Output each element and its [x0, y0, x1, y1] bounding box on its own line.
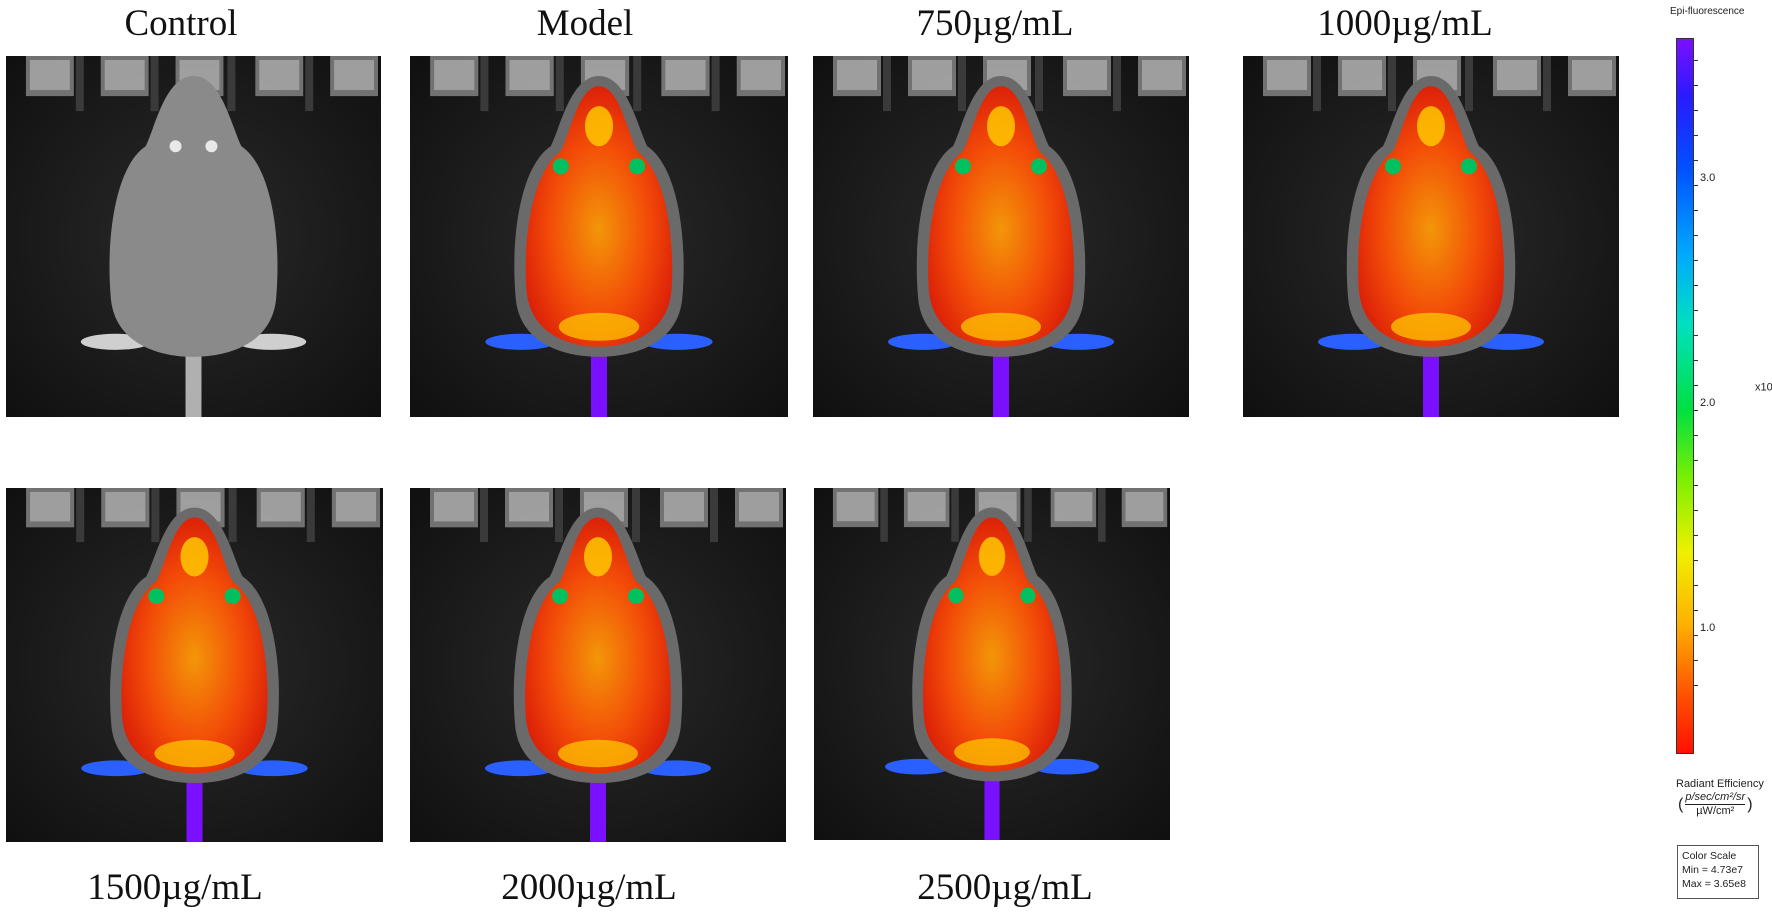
- colorbar-tick: [1693, 60, 1698, 61]
- colorbar-tick-label: 3.0: [1700, 172, 1716, 184]
- colorbar-tick: [1693, 685, 1698, 686]
- units-title: Radiant Efficiency: [1676, 778, 1764, 790]
- colorbar-tick: [1693, 535, 1698, 536]
- colorbar-tick: [1693, 335, 1698, 336]
- colorbar-tick: [1693, 210, 1698, 211]
- colorbar-tick: [1693, 560, 1698, 561]
- colorbar-tick: [1693, 435, 1698, 436]
- color-scale-min: Min = 4.73e7: [1682, 864, 1744, 876]
- panel-label-model: Model: [536, 3, 634, 44]
- mouse-image-control: [6, 56, 381, 417]
- mouse-image-750: [813, 56, 1189, 417]
- mouse-image-2500: [814, 488, 1170, 840]
- panel-label-1500: 1500µg/mL: [87, 867, 263, 908]
- panel-label-1000: 1000µg/mL: [1317, 3, 1493, 44]
- colorbar-tick: [1693, 610, 1698, 611]
- colorbar-tick: [1693, 110, 1698, 111]
- colorbar-tick: [1693, 460, 1698, 461]
- colorbar-tick: [1693, 585, 1698, 586]
- colorbar-tick: [1693, 360, 1698, 361]
- colorbar-exponent: x108: [1755, 381, 1772, 394]
- panel-label-control: Control: [124, 3, 238, 44]
- colorbar-tick: [1693, 185, 1698, 186]
- colorbar-tick: [1693, 135, 1698, 136]
- color-scale-max: Max = 3.65e8: [1682, 878, 1746, 890]
- panel-label-2000: 2000µg/mL: [501, 867, 677, 908]
- mouse-image-2000: [410, 488, 786, 842]
- colorbar-tick: [1693, 285, 1698, 286]
- colorbar-tick-label: 2.0: [1700, 397, 1716, 409]
- colorbar-tick: [1693, 510, 1698, 511]
- colorbar-tick: [1693, 310, 1698, 311]
- colorbar-tick: [1693, 235, 1698, 236]
- colorbar-tick: [1693, 160, 1698, 161]
- color-scale-title: Color Scale: [1682, 850, 1737, 862]
- colorbar-gradient: [1676, 38, 1694, 754]
- color-scale-box: Color Scale Min = 4.73e7 Max = 3.65e8: [1677, 845, 1759, 899]
- colorbar-tick: [1693, 385, 1698, 386]
- colorbar-title: Epi-fluorescence: [1670, 6, 1745, 17]
- colorbar-units: Radiant Efficiency ( p/sec/cm²/sr µW/cm²…: [1676, 778, 1764, 817]
- panel-label-750: 750µg/mL: [916, 3, 1074, 44]
- mouse-image-1500: [6, 488, 383, 842]
- colorbar-tick: [1693, 660, 1698, 661]
- colorbar-tick: [1693, 260, 1698, 261]
- colorbar-tick: [1693, 410, 1698, 411]
- colorbar-tick: [1693, 485, 1698, 486]
- colorbar-tick-label: 1.0: [1700, 622, 1716, 634]
- colorbar-tick: [1693, 635, 1698, 636]
- units-denominator: µW/cm²: [1696, 805, 1735, 817]
- panel-label-2500: 2500µg/mL: [917, 867, 1093, 908]
- mouse-image-1000: [1243, 56, 1619, 417]
- units-numerator: p/sec/cm²/sr: [1685, 791, 1746, 805]
- mouse-image-model: [410, 56, 788, 417]
- colorbar-tick: [1693, 85, 1698, 86]
